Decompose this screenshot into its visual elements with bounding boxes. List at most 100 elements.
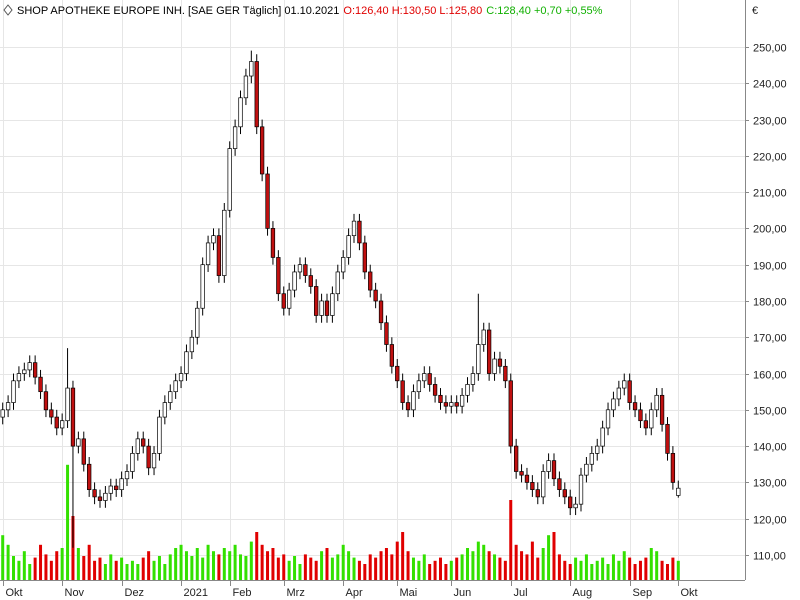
volume-bar — [12, 556, 16, 580]
candle-body — [670, 453, 676, 483]
volume-bar — [28, 564, 32, 580]
candle-body — [297, 264, 303, 273]
candle-body — [378, 300, 384, 324]
volume-bar — [120, 557, 124, 580]
x-tick-label: Jun — [454, 587, 472, 599]
candle-body — [492, 358, 497, 374]
volume-bar — [93, 560, 97, 580]
volume-bar — [293, 556, 297, 580]
volume-bar — [49, 560, 53, 580]
candle-body — [627, 380, 632, 403]
candle-body — [405, 402, 411, 411]
volume-bar — [320, 551, 324, 580]
candle-body — [595, 445, 600, 454]
volume-bar — [357, 560, 361, 580]
volume-bar — [379, 551, 383, 580]
x-tick-label: Mai — [400, 587, 418, 599]
candle-body — [249, 61, 254, 77]
volume-bar — [476, 541, 480, 580]
candle-body — [676, 487, 681, 496]
candle-body — [189, 336, 195, 353]
unit-label: € — [752, 5, 758, 17]
candle-body — [578, 474, 584, 505]
candle-body — [589, 453, 594, 465]
volume-bar — [266, 551, 270, 580]
volume-bar — [530, 541, 534, 580]
candle-body — [384, 322, 389, 345]
volume-bar — [541, 548, 545, 580]
candle-body — [54, 416, 59, 429]
volume-bar — [55, 551, 59, 580]
candle-body — [92, 489, 97, 498]
candle-body — [427, 373, 432, 385]
candle-body — [81, 438, 86, 465]
volume-bar — [6, 544, 10, 580]
volume-bar — [168, 554, 172, 580]
candle-body — [632, 402, 638, 411]
volume-bar — [547, 535, 551, 580]
volume-bar — [617, 560, 621, 580]
candle-body — [541, 471, 546, 498]
candle-body — [611, 398, 616, 411]
volume-bar — [536, 557, 540, 580]
candle-body — [173, 380, 178, 393]
candle-body — [216, 235, 222, 276]
candle-body — [22, 369, 27, 374]
grid — [0, 0, 745, 580]
x-tick-label: Mrz — [287, 587, 305, 599]
x-tick-label: Sep — [633, 587, 653, 599]
candle-body — [287, 289, 292, 309]
candle-body — [0, 409, 5, 418]
volume-bar — [595, 560, 599, 580]
volume-bar — [336, 554, 340, 580]
volume-bar — [195, 548, 199, 580]
candle-body — [476, 344, 481, 374]
y-tick-label: 130,00 — [753, 478, 787, 490]
y-tick-label: 150,00 — [753, 406, 787, 418]
volume-bar — [460, 554, 464, 580]
candle-body — [27, 362, 32, 371]
symbol-icon — [3, 4, 13, 16]
volume-bar — [211, 551, 215, 580]
candle-body — [459, 394, 465, 407]
y-tick-label: 170,00 — [753, 333, 787, 345]
x-tick-label: Nov — [65, 587, 85, 599]
candle-body — [97, 496, 103, 501]
y-tick-label: 190,00 — [753, 261, 787, 273]
volume-bar — [303, 554, 307, 580]
volume-bar — [444, 564, 448, 580]
volume-bar — [611, 554, 615, 580]
volume-bar — [130, 560, 134, 580]
volume-bar — [482, 544, 486, 580]
candle-body — [508, 380, 513, 447]
candle-body — [335, 271, 340, 295]
volume-bar — [157, 556, 161, 580]
candle-body — [519, 471, 524, 476]
candle-body — [232, 126, 238, 149]
volume-bar — [190, 556, 194, 580]
candle-body — [276, 257, 281, 295]
x-tick-label: Aug — [573, 587, 593, 599]
volume-bar — [287, 560, 291, 580]
candle-body — [119, 478, 124, 491]
candle-body — [546, 460, 551, 472]
volume-bar — [628, 557, 632, 580]
candle-body — [168, 391, 173, 403]
volume-bar — [493, 554, 497, 580]
candle-body — [443, 402, 449, 407]
volume-bar — [163, 564, 167, 580]
chart-title: SHOP APOTHEKE EUROPE INH. [SAE GER Tägli… — [17, 5, 339, 17]
candle-body — [649, 409, 654, 429]
volume-bar — [411, 557, 415, 580]
candle-body — [438, 394, 443, 403]
volume-bar — [71, 516, 75, 580]
candle-body — [124, 471, 130, 480]
volume-bar — [60, 548, 64, 580]
volume-bar — [520, 551, 524, 580]
volume-bar — [244, 556, 248, 580]
volume-bar — [98, 557, 102, 580]
volume-bar — [438, 557, 442, 580]
x-tick-label: 2021 — [184, 587, 208, 599]
candle-body — [141, 438, 146, 447]
volume-bar — [649, 548, 653, 580]
